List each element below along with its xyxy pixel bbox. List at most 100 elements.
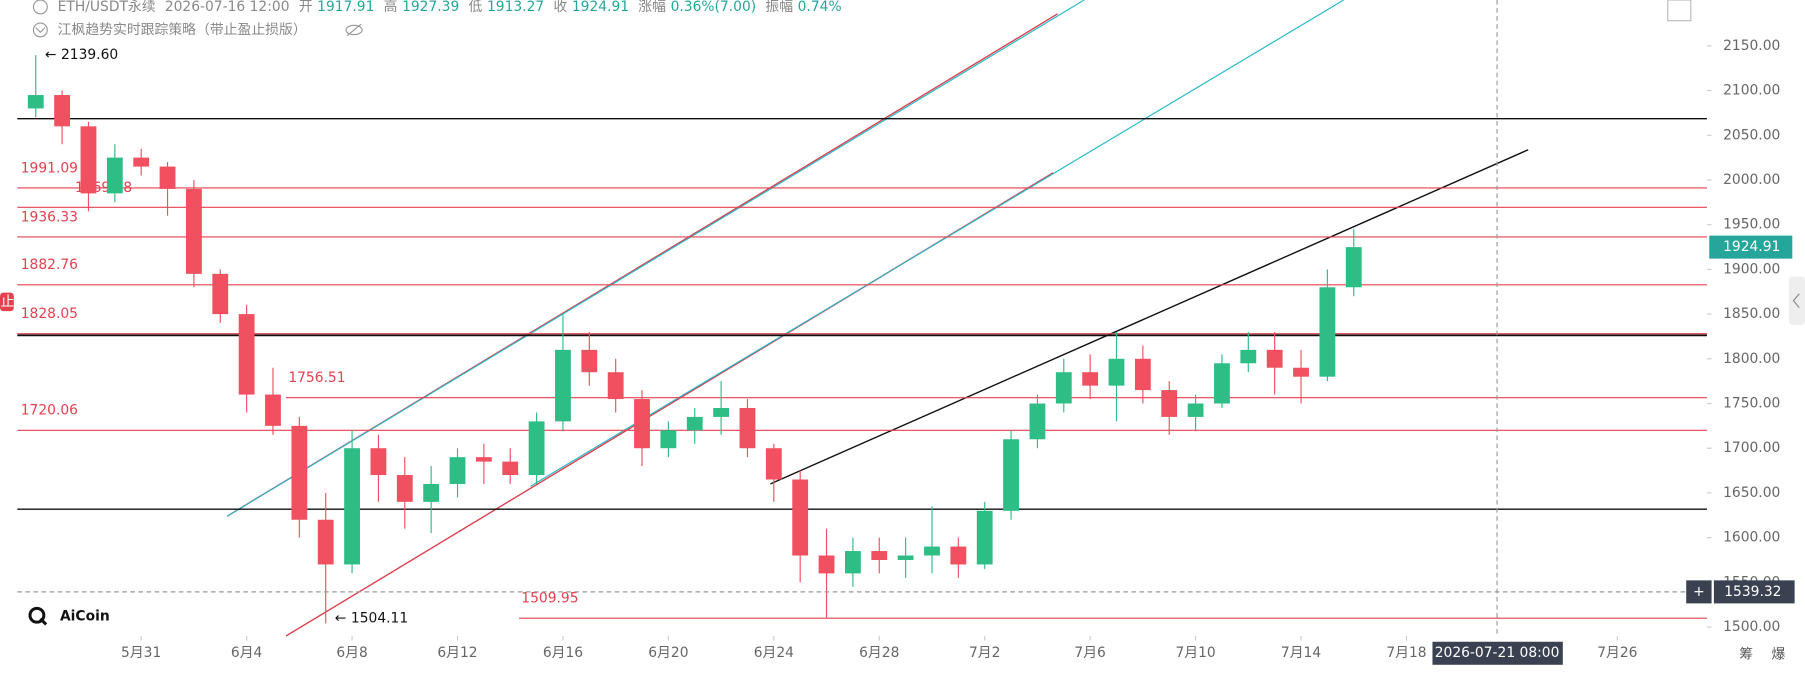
candle-body: [291, 425, 308, 520]
candle-body: [897, 555, 914, 560]
price-level-label: 1720.06: [21, 403, 78, 419]
price-level-label: 1936.33: [21, 209, 78, 225]
header-label: 高: [384, 0, 398, 15]
candle-body: [1082, 372, 1099, 386]
candle-body: [1293, 367, 1309, 377]
side-label: 筹: [1739, 645, 1753, 662]
side-tab[interactable]: [1788, 276, 1805, 325]
candle-body: [871, 551, 888, 560]
cyan-line: [530, 0, 1344, 487]
candle-body: [133, 157, 150, 167]
candle-body: [924, 546, 940, 556]
stop-tag-box: [0, 292, 14, 312]
header: ETH/USDT永续 2026-07-16 12:00 开 1917.91 高 1927.…: [58, 0, 842, 15]
candle-body: [27, 95, 44, 109]
x-tick-label: 7月26: [1597, 645, 1637, 661]
candle-body: [950, 546, 967, 565]
x-tick-label: 6月28: [859, 645, 899, 661]
candle-body: [1055, 372, 1072, 404]
annotation: ← 2139.60: [45, 47, 118, 63]
candle-body: [1240, 349, 1257, 364]
brand-name: AiCoin: [60, 608, 110, 624]
last-price-box: [1709, 235, 1793, 259]
candle-body: [475, 457, 492, 462]
y-tick-label: 2150.00: [1723, 38, 1780, 54]
candle-body: [238, 314, 255, 395]
x-tick-label: 7月2: [969, 645, 1000, 661]
candle-body: [1003, 439, 1019, 511]
candle-body: [317, 519, 334, 565]
y-tick-label: 1700.00: [1723, 440, 1780, 456]
y-tick-label: 1950.00: [1723, 217, 1780, 233]
price-level-label: 1828.05: [21, 306, 78, 322]
candle-body: [80, 126, 97, 194]
brand-logo: [28, 606, 46, 624]
y-tick-label: 1800.00: [1723, 351, 1780, 367]
y-tick-label: 1850.00: [1723, 306, 1780, 322]
candle-body: [449, 457, 466, 484]
candle-body: [634, 399, 650, 449]
candle-body: [976, 510, 993, 565]
x-tick-label: 7月10: [1175, 645, 1215, 661]
price-level-label: 1991.09: [21, 160, 78, 176]
price-level-label: 1756.51: [288, 370, 345, 386]
x-tick-label: 6月16: [543, 645, 583, 661]
candle-body: [1319, 287, 1336, 377]
header-value: 1917.91: [317, 0, 374, 15]
candle-body: [713, 407, 730, 417]
x-tick-label: 7月14: [1281, 645, 1321, 661]
candle-body: [818, 555, 835, 574]
x-tick-label: 7月6: [1074, 645, 1105, 661]
candle-body: [528, 421, 545, 476]
y-tick-label: 1600.00: [1723, 530, 1780, 546]
candle-body: [502, 461, 519, 476]
fullscreen-button[interactable]: [1667, 0, 1692, 22]
candle-body: [54, 95, 71, 127]
candle-body: [370, 448, 387, 476]
candle-body: [1187, 403, 1204, 417]
candle-body: [106, 157, 123, 194]
hide-icon[interactable]: [345, 24, 363, 36]
crosshair-time: 2026-07-21 08:00: [1435, 645, 1560, 661]
x-tick-label: 5月31: [121, 645, 161, 661]
crosshair-add-box: [1686, 580, 1712, 604]
crosshair-time-box: [1432, 641, 1563, 665]
price-level-label: 1882.76: [21, 257, 78, 273]
side-label: 爆: [1772, 646, 1786, 662]
brand-logo: [39, 617, 48, 626]
candle-body: [1161, 390, 1178, 417]
candle-body: [1134, 358, 1151, 391]
header-value: 0.36%(7.00): [671, 0, 757, 15]
candles: [27, 55, 1362, 624]
header-label: 涨幅: [638, 0, 666, 15]
header-label: 收: [553, 0, 567, 15]
candle-body: [344, 448, 360, 565]
price-level-label: 1509.95: [521, 591, 578, 607]
x-tick-label: 6月4: [231, 645, 263, 661]
candle-body: [265, 394, 281, 426]
icon: [32, 22, 48, 38]
header-value: 0.74%: [798, 0, 842, 15]
icon: [32, 0, 48, 15]
x-tick-label: 6月12: [437, 645, 477, 661]
candle-body: [423, 483, 440, 502]
candle-body: [159, 166, 176, 189]
candle-body: [739, 407, 756, 449]
header-value: 1913.27: [487, 0, 544, 15]
candle-body: [212, 273, 229, 315]
candle-body: [1108, 358, 1125, 386]
candle-body: [396, 475, 413, 502]
candle-body: [765, 448, 782, 480]
header-label: 振幅: [765, 0, 793, 15]
stop-tag: 止: [1, 294, 15, 310]
symbol: ETH/USDT永续: [58, 0, 156, 15]
y-tick-label: 1500.00: [1723, 619, 1780, 635]
candle-body: [844, 551, 861, 574]
y-tick-label: 1900.00: [1723, 261, 1780, 277]
candle-body: [660, 430, 677, 449]
candle-body: [686, 416, 703, 431]
trend-line: [770, 149, 1529, 485]
